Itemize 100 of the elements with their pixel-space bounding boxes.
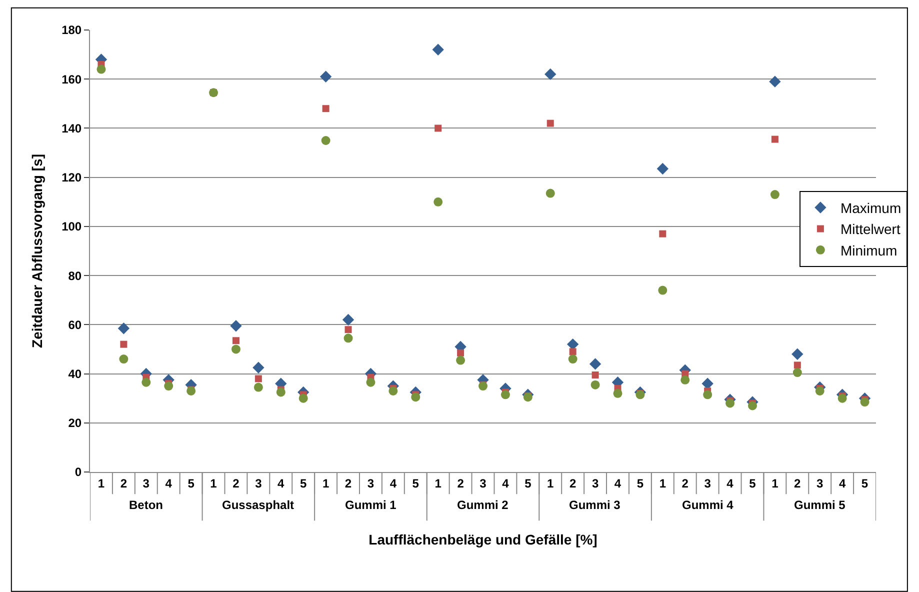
point bbox=[231, 344, 240, 354]
x-tick-label: 5 bbox=[300, 476, 307, 490]
x-tick-label: 5 bbox=[861, 476, 868, 490]
point bbox=[792, 348, 804, 360]
y-tick-label: 80 bbox=[68, 268, 82, 283]
point bbox=[342, 314, 354, 326]
y-tick-label: 20 bbox=[68, 416, 82, 430]
text: Gummi 5 bbox=[794, 498, 846, 512]
point bbox=[838, 394, 847, 403]
x-tick-label: 3 bbox=[704, 476, 712, 490]
y-axis-title: Zeitdauer Abflussvorgang [s] bbox=[29, 154, 46, 348]
point bbox=[478, 382, 488, 391]
x-tick-label: 4 bbox=[838, 476, 846, 490]
point bbox=[568, 354, 578, 364]
point bbox=[792, 368, 802, 378]
point bbox=[321, 136, 330, 145]
x-tick-label: 3 bbox=[255, 476, 262, 490]
point bbox=[254, 382, 263, 392]
x-tick-label: 4 bbox=[614, 476, 622, 490]
x-tick-label: 4 bbox=[502, 476, 510, 490]
point bbox=[658, 286, 668, 295]
x-tick-label: 4 bbox=[165, 476, 172, 490]
point bbox=[322, 105, 330, 112]
point bbox=[546, 120, 554, 127]
x-tick-label: 2 bbox=[120, 476, 128, 490]
point bbox=[523, 392, 532, 402]
x-tick-label: 3 bbox=[480, 476, 487, 490]
y-tick-label: 180 bbox=[62, 23, 82, 38]
point bbox=[119, 354, 128, 364]
x-tick-label: 2 bbox=[344, 476, 352, 490]
point bbox=[118, 322, 130, 334]
x-tick-label: 1 bbox=[210, 476, 218, 490]
point bbox=[320, 70, 332, 83]
y-tick-label: 160 bbox=[62, 72, 82, 86]
point bbox=[590, 380, 600, 390]
x-tick-label: 5 bbox=[636, 476, 644, 490]
text: Gummi 4 bbox=[682, 498, 734, 512]
point bbox=[544, 68, 556, 80]
x-axis-title: Laufflächenbeläge und Gefälle [%] bbox=[368, 532, 598, 548]
point bbox=[254, 375, 262, 382]
x-tick-label: 2 bbox=[682, 476, 689, 490]
x-tick-label: 3 bbox=[592, 476, 599, 490]
point bbox=[434, 197, 443, 206]
point bbox=[344, 326, 352, 334]
x-tick-label: 1 bbox=[659, 476, 666, 490]
point bbox=[411, 392, 420, 402]
point bbox=[432, 44, 444, 56]
point bbox=[276, 388, 286, 397]
point bbox=[546, 188, 555, 198]
x-tick-label: 1 bbox=[547, 476, 554, 490]
text: Gummi 2 bbox=[457, 498, 509, 512]
point bbox=[164, 382, 174, 391]
point bbox=[860, 398, 870, 407]
legend-label: Maximum bbox=[840, 200, 902, 216]
point bbox=[771, 136, 778, 143]
point bbox=[500, 390, 510, 400]
text: Gummi 1 bbox=[345, 498, 397, 512]
y-tick-label: 40 bbox=[68, 366, 82, 381]
x-tick-label: 2 bbox=[232, 476, 240, 490]
point bbox=[589, 358, 602, 370]
x-tick-label: 3 bbox=[816, 476, 824, 490]
point bbox=[613, 388, 622, 398]
point bbox=[794, 362, 801, 369]
point bbox=[659, 230, 666, 238]
x-tick-label: 3 bbox=[142, 476, 150, 490]
point bbox=[636, 390, 645, 400]
point bbox=[230, 320, 242, 332]
point bbox=[252, 362, 264, 374]
x-tick-label: 5 bbox=[412, 476, 420, 490]
point bbox=[726, 398, 735, 408]
x-tick-label: 1 bbox=[434, 476, 442, 490]
point bbox=[770, 190, 780, 200]
x-tick-label: 1 bbox=[772, 476, 779, 490]
point bbox=[120, 340, 128, 348]
x-tick-label: 5 bbox=[524, 476, 532, 490]
point bbox=[769, 76, 781, 88]
x-tick-label: 5 bbox=[749, 476, 756, 490]
point bbox=[748, 401, 757, 410]
text: Beton bbox=[129, 498, 163, 512]
point bbox=[680, 375, 690, 384]
point bbox=[457, 349, 464, 356]
legend-label: Minimum bbox=[840, 242, 898, 258]
point bbox=[344, 334, 353, 343]
point bbox=[96, 64, 106, 74]
y-tick-label: 140 bbox=[62, 121, 82, 136]
y-tick-label: 100 bbox=[62, 220, 82, 234]
point bbox=[815, 386, 824, 396]
point bbox=[142, 378, 151, 387]
point bbox=[592, 372, 599, 379]
y-tick-label: 60 bbox=[68, 318, 82, 332]
x-tick-label: 2 bbox=[569, 476, 576, 490]
x-tick-label: 1 bbox=[322, 476, 330, 490]
text: Gummi 3 bbox=[569, 498, 621, 512]
legend-label: Mittelwert bbox=[840, 221, 900, 238]
x-tick-label: 5 bbox=[188, 476, 195, 490]
point bbox=[298, 394, 308, 403]
x-tick-label: 2 bbox=[794, 476, 802, 490]
x-tick-label: 1 bbox=[98, 476, 105, 490]
text: Gussasphalt bbox=[222, 498, 294, 512]
point bbox=[656, 162, 669, 175]
